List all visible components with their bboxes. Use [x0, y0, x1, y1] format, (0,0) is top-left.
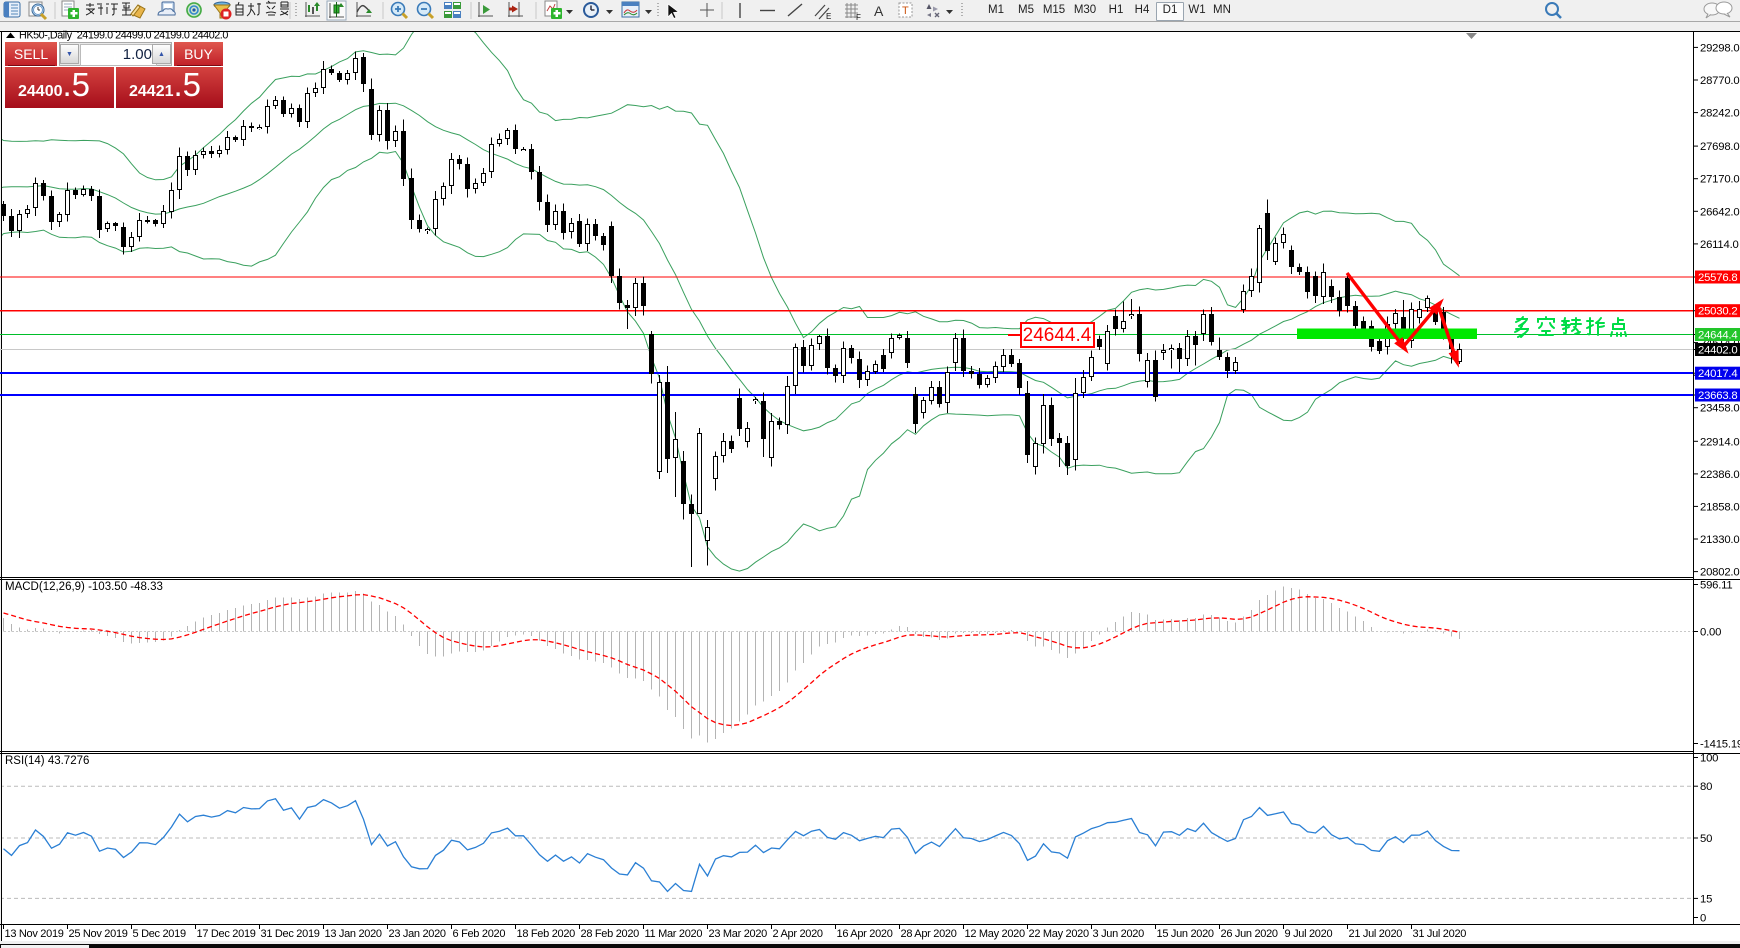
svg-text:25576.8: 25576.8	[1698, 272, 1737, 284]
svg-text:23 Mar 2020: 23 Mar 2020	[709, 928, 768, 940]
svg-text:18 Feb 2020: 18 Feb 2020	[517, 928, 576, 940]
svg-text:21330.0: 21330.0	[1700, 534, 1739, 546]
svg-text:15 Jun 2020: 15 Jun 2020	[1157, 928, 1214, 940]
svg-text:0.00: 0.00	[1700, 627, 1721, 639]
svg-text:MACD(12,26,9) -103.50 -48.33: MACD(12,26,9) -103.50 -48.33	[5, 581, 163, 593]
svg-text:26 Jun 2020: 26 Jun 2020	[1221, 928, 1278, 940]
svg-text:29298.0: 29298.0	[1700, 42, 1739, 54]
svg-text:2 Apr 2020: 2 Apr 2020	[773, 928, 823, 940]
svg-text:11 Mar 2020: 11 Mar 2020	[645, 928, 703, 940]
svg-text:15: 15	[1700, 893, 1712, 905]
svg-text:596.11: 596.11	[1700, 580, 1733, 592]
svg-text:E: E	[826, 12, 831, 21]
svg-text:28 Feb 2020: 28 Feb 2020	[581, 928, 640, 940]
svg-text:25 Nov 2019: 25 Nov 2019	[69, 928, 128, 940]
svg-text:6 Feb 2020: 6 Feb 2020	[453, 928, 506, 940]
svg-text:23458.0: 23458.0	[1700, 403, 1739, 415]
svg-text:80: 80	[1700, 781, 1712, 793]
svg-text:27698.0: 27698.0	[1700, 141, 1739, 153]
svg-text:21858.0: 21858.0	[1700, 501, 1739, 513]
svg-text:28770.0: 28770.0	[1700, 75, 1739, 87]
svg-text:0: 0	[1700, 913, 1706, 925]
svg-text:23663.8: 23663.8	[1698, 390, 1737, 402]
svg-text:17 Dec 2019: 17 Dec 2019	[197, 928, 256, 940]
svg-text:31 Dec 2019: 31 Dec 2019	[261, 928, 320, 940]
svg-text:22386.0: 22386.0	[1700, 469, 1739, 481]
svg-text:13 Jan 2020: 13 Jan 2020	[325, 928, 382, 940]
svg-text:T: T	[902, 5, 909, 17]
svg-text:100: 100	[1700, 753, 1718, 765]
svg-text:24644.4: 24644.4	[1023, 325, 1092, 346]
svg-text:22914.0: 22914.0	[1700, 436, 1739, 448]
svg-text:50: 50	[1700, 833, 1712, 845]
svg-text:5 Dec 2019: 5 Dec 2019	[133, 928, 186, 940]
svg-text:3 Jun 2020: 3 Jun 2020	[1093, 928, 1145, 940]
svg-text:27170.0: 27170.0	[1700, 174, 1739, 186]
svg-text:20802.0: 20802.0	[1700, 567, 1739, 579]
svg-text:23 Jan 2020: 23 Jan 2020	[389, 928, 446, 940]
svg-text:13 Nov 2019: 13 Nov 2019	[5, 928, 64, 940]
svg-text:F: F	[856, 13, 861, 22]
svg-text:28 Apr 2020: 28 Apr 2020	[901, 928, 957, 940]
svg-text:24644.4: 24644.4	[1698, 330, 1737, 342]
svg-text:HK50-,Daily 24199.0 24499.0 2: HK50-,Daily 24199.0 24499.0 24199.0 2440…	[19, 30, 228, 42]
svg-text:24017.4: 24017.4	[1698, 368, 1737, 380]
svg-text:26642.0: 26642.0	[1700, 206, 1739, 218]
svg-text:A: A	[874, 3, 884, 19]
svg-text:21 Jul 2020: 21 Jul 2020	[1349, 928, 1403, 940]
svg-text:25030.2: 25030.2	[1698, 306, 1737, 318]
svg-text:31 Jul 2020: 31 Jul 2020	[1413, 928, 1467, 940]
svg-text:16 Apr 2020: 16 Apr 2020	[837, 928, 893, 940]
svg-text:RSI(14) 43.7276: RSI(14) 43.7276	[5, 755, 89, 767]
svg-text:22 May 2020: 22 May 2020	[1029, 928, 1089, 940]
svg-text:9 Jul 2020: 9 Jul 2020	[1285, 928, 1333, 940]
svg-text:26114.0: 26114.0	[1700, 239, 1739, 251]
svg-text:24402.0: 24402.0	[1698, 345, 1737, 357]
svg-text:-1415.19: -1415.19	[1700, 739, 1740, 751]
svg-text:12 May 2020: 12 May 2020	[965, 928, 1025, 940]
svg-text:28242.0: 28242.0	[1700, 108, 1739, 120]
